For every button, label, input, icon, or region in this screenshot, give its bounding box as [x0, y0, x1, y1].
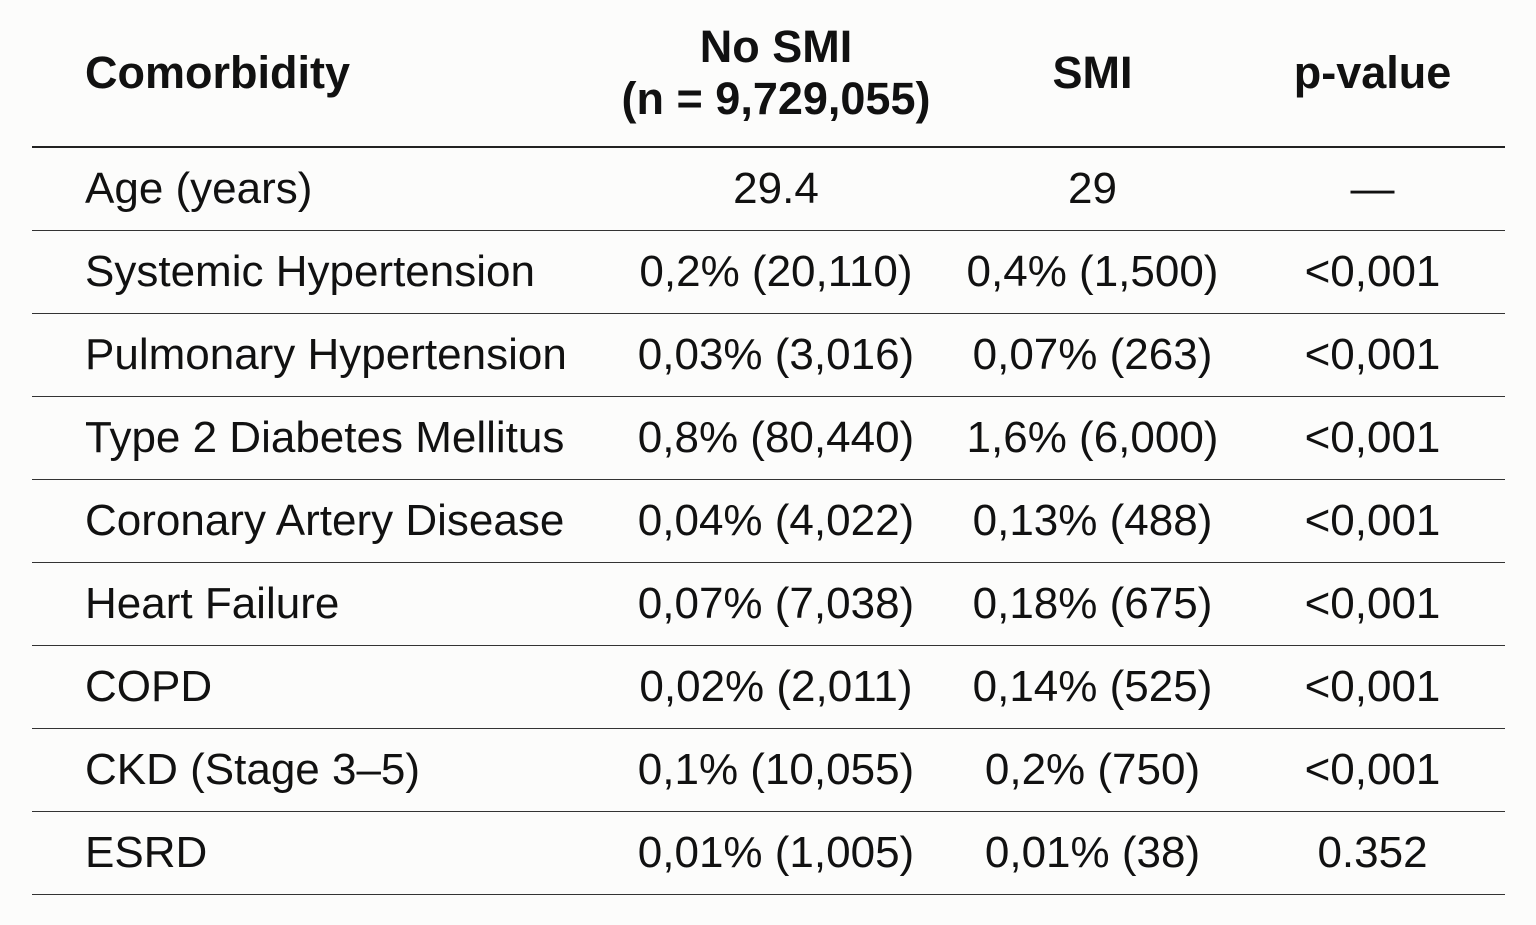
table-row: Systemic Hypertension 0,2% (20,110) 0,4% (… [32, 230, 1505, 314]
cell: <0,001 [1240, 313, 1505, 397]
cell: <0,001 [1240, 645, 1505, 729]
cell: 0,01% (1,005) [607, 811, 945, 895]
row-label: CKD (Stage 3–5) [32, 728, 607, 812]
header-row: Comorbidity No SMI (n = 9,729,055) SMI p-… [32, 0, 1505, 148]
header-cell: SMI [945, 0, 1240, 148]
cell: 0,07% (7,038) [607, 562, 945, 646]
cell: 0,14% (525) [945, 645, 1240, 729]
header-cell: p-value [1240, 0, 1505, 148]
table-row: Age (years) 29.4 29— [32, 147, 1505, 231]
table-body: Age (years) 29.4 29— Systemic Hypertension 0… [32, 147, 1505, 895]
table-row: Pulmonary Hypertension 0,03% (3,016) 0,07%… [32, 313, 1505, 397]
cell: 0,02% (2,011) [607, 645, 945, 729]
cell: <0,001 [1240, 479, 1505, 563]
table-row: Heart Failure 0,07% (7,038) 0,18% (675) <0,… [32, 562, 1505, 646]
row-label: COPD [32, 645, 607, 729]
row-label: ESRD [32, 811, 607, 895]
cell: 0,18% (675) [945, 562, 1240, 646]
cell: <0,001 [1240, 728, 1505, 812]
table-row: Type 2 Diabetes Mellitus 0,8% (80,440) 1,6… [32, 396, 1505, 480]
row-label: Systemic Hypertension [32, 230, 607, 314]
row-label: Age (years) [32, 147, 607, 231]
header-cell: Comorbidity [32, 0, 607, 148]
table-row: ESRD 0,01% (1,005) 0,01% (38) 0.352 [32, 811, 1505, 895]
table-row: COPD 0,02% (2,011) 0,14% (525) <0,001 [32, 645, 1505, 729]
cell: 0.352 [1240, 811, 1505, 895]
cell: 0,01% (38) [945, 811, 1240, 895]
cell: 0,13% (488) [945, 479, 1240, 563]
table-header: Comorbidity No SMI (n = 9,729,055) SMI p-… [32, 0, 1505, 148]
row-label: Coronary Artery Disease [32, 479, 607, 563]
cell: 0,2% (750) [945, 728, 1240, 812]
header-label: No SMI [699, 21, 853, 73]
cell: 29.4 [607, 147, 945, 231]
row-label: Heart Failure [32, 562, 607, 646]
cell: 0,4% (1,500) [945, 230, 1240, 314]
cell: 0,03% (3,016) [607, 313, 945, 397]
row-label: Type 2 Diabetes Mellitus [32, 396, 607, 480]
cell: <0,001 [1240, 230, 1505, 314]
table-row: CKD (Stage 3–5) 0,1% (10,055) 0,2% (750) <0… [32, 728, 1505, 812]
header-cell: No SMI (n = 9,729,055) [607, 0, 945, 148]
cell: <0,001 [1240, 562, 1505, 646]
header-note: (n = 9,729,055) [621, 73, 931, 124]
cell: 1,6% (6,000) [945, 396, 1240, 480]
cell: 0,1% (10,055) [607, 728, 945, 812]
table-row: Coronary Artery Disease 0,04% (4,022) 0,13… [32, 479, 1505, 563]
cell: 0,07% (263) [945, 313, 1240, 397]
cell: — [1240, 147, 1505, 231]
cell: 0,8% (80,440) [607, 396, 945, 480]
row-label: Pulmonary Hypertension [32, 313, 607, 397]
cell: 0,04% (4,022) [607, 479, 945, 563]
comorbidity-table: Comorbidity No SMI (n = 9,729,055) SMI p-… [32, 0, 1505, 895]
cell: <0,001 [1240, 396, 1505, 480]
cell: 29 [945, 147, 1240, 231]
cell: 0,2% (20,110) [607, 230, 945, 314]
